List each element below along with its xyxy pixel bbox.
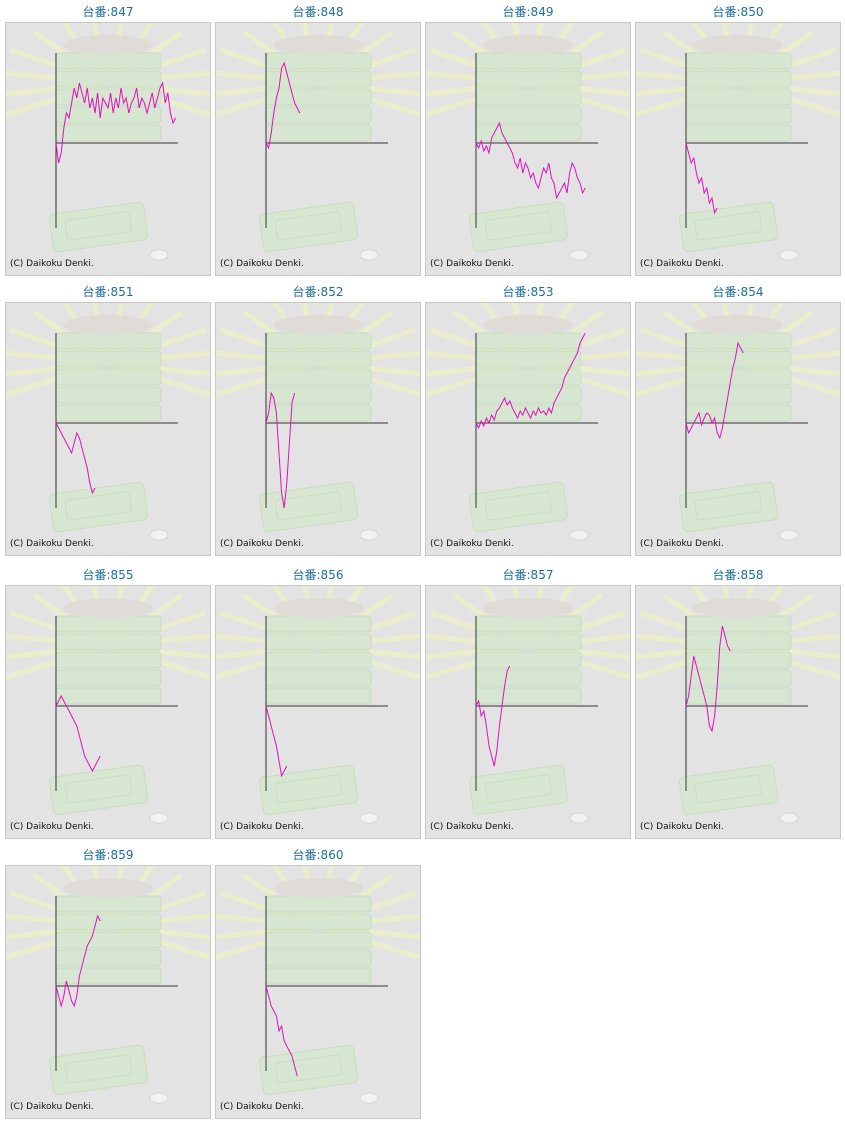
- copyright-text: (C) Daikoku Denki.: [640, 259, 724, 269]
- machine-illustration: [216, 586, 420, 824]
- machine-number-title[interactable]: 台番:849: [502, 5, 554, 19]
- machine-illustration: [6, 303, 210, 541]
- copyright-text: (C) Daikoku Denki.: [430, 822, 514, 832]
- copyright-text: (C) Daikoku Denki.: [10, 1102, 94, 1112]
- slump-graph-panel: (C) Daikoku Denki.: [215, 585, 421, 839]
- slump-graph: [6, 866, 210, 1104]
- machine-number-title[interactable]: 台番:854: [712, 285, 764, 299]
- machine-number-title[interactable]: 台番:851: [82, 285, 134, 299]
- machine-illustration: [216, 866, 420, 1104]
- copyright-text: (C) Daikoku Denki.: [220, 539, 304, 549]
- slump-graph: [426, 303, 630, 541]
- machine-number-title[interactable]: 台番:857: [502, 568, 554, 582]
- payout-line: [55, 422, 96, 495]
- machine-number-title[interactable]: 台番:855: [82, 568, 134, 582]
- machine-illustration: [426, 586, 630, 824]
- payout-line: [685, 625, 731, 733]
- slump-graph: [216, 23, 420, 261]
- payout-line: [55, 914, 101, 1008]
- machine-illustration: [636, 586, 840, 824]
- slump-graph-panel: (C) Daikoku Denki.: [425, 22, 631, 276]
- machine-illustration: [426, 303, 630, 541]
- slump-graph: [6, 23, 210, 261]
- slump-graph: [6, 586, 210, 824]
- payout-line: [265, 705, 288, 778]
- slump-graph-panel: (C) Daikoku Denki.: [425, 585, 631, 839]
- slump-graph-panel: (C) Daikoku Denki.: [635, 302, 841, 556]
- slump-graph-panel: (C) Daikoku Denki.: [215, 22, 421, 276]
- machine-number-title[interactable]: 台番:852: [292, 285, 344, 299]
- slump-graph: [216, 303, 420, 541]
- machine-number-title[interactable]: 台番:859: [82, 848, 134, 862]
- slump-graph: [636, 586, 840, 824]
- slump-graph-panel: (C) Daikoku Denki.: [5, 22, 211, 276]
- machine-illustration: [6, 586, 210, 824]
- payout-line: [475, 665, 511, 767]
- slump-graph: [636, 303, 840, 541]
- copyright-text: (C) Daikoku Denki.: [640, 539, 724, 549]
- slump-graph-panel: (C) Daikoku Denki.: [635, 22, 841, 276]
- machine-number-title[interactable]: 台番:848: [292, 5, 344, 19]
- copyright-text: (C) Daikoku Denki.: [10, 539, 94, 549]
- payout-line: [475, 332, 586, 430]
- machine-illustration: [426, 23, 630, 261]
- machine-illustration: [216, 303, 420, 541]
- slump-graph-panel: (C) Daikoku Denki.: [635, 585, 841, 839]
- machine-illustration: [216, 23, 420, 261]
- copyright-text: (C) Daikoku Denki.: [10, 259, 94, 269]
- machine-number-title[interactable]: 台番:856: [292, 568, 344, 582]
- machine-illustration: [6, 866, 210, 1104]
- slump-graph-panel: (C) Daikoku Denki.: [215, 302, 421, 556]
- machine-illustration: [636, 303, 840, 541]
- payout-line: [55, 81, 177, 164]
- slump-graph: [636, 23, 840, 261]
- machine-number-title[interactable]: 台番:850: [712, 5, 764, 19]
- machine-number-title[interactable]: 台番:860: [292, 848, 344, 862]
- slump-graph: [6, 303, 210, 541]
- machine-number-title[interactable]: 台番:847: [82, 5, 134, 19]
- payout-line: [475, 121, 586, 200]
- copyright-text: (C) Daikoku Denki.: [220, 822, 304, 832]
- payout-line: [265, 391, 296, 509]
- machine-number-title[interactable]: 台番:853: [502, 285, 554, 299]
- copyright-text: (C) Daikoku Denki.: [640, 822, 724, 832]
- payout-line: [685, 142, 718, 215]
- copyright-text: (C) Daikoku Denki.: [430, 539, 514, 549]
- slump-graph: [216, 866, 420, 1104]
- payout-line: [265, 61, 301, 150]
- machine-number-title[interactable]: 台番:858: [712, 568, 764, 582]
- slump-graph-panel: (C) Daikoku Denki.: [5, 302, 211, 556]
- slump-graph: [426, 23, 630, 261]
- copyright-text: (C) Daikoku Denki.: [430, 259, 514, 269]
- copyright-text: (C) Daikoku Denki.: [220, 1102, 304, 1112]
- slump-graph: [426, 586, 630, 824]
- slump-graph-panel: (C) Daikoku Denki.: [5, 585, 211, 839]
- payout-line: [685, 341, 744, 440]
- copyright-text: (C) Daikoku Denki.: [10, 822, 94, 832]
- slump-graph-panel: (C) Daikoku Denki.: [215, 865, 421, 1119]
- payout-line: [55, 694, 101, 773]
- slump-graph: [216, 586, 420, 824]
- machine-illustration: [6, 23, 210, 261]
- copyright-text: (C) Daikoku Denki.: [220, 259, 304, 269]
- machine-illustration: [636, 23, 840, 261]
- slump-graph-panel: (C) Daikoku Denki.: [425, 302, 631, 556]
- slump-graph-panel: (C) Daikoku Denki.: [5, 865, 211, 1119]
- payout-line: [265, 985, 298, 1077]
